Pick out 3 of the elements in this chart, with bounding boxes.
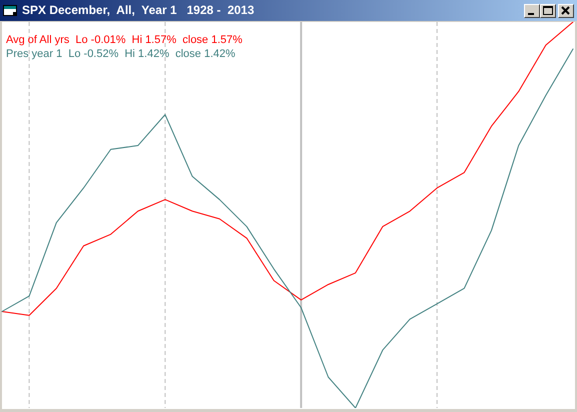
chart-title: SPX December, All, Year 1 1928 - 2013 — [22, 3, 254, 18]
text: Pres year 1 Lo -0.52% Hi 1.42% close 1.42% — [6, 47, 236, 61]
text: Avg of All yrs Lo -0.01% Hi 1.57% close 1.57% — [6, 33, 242, 47]
